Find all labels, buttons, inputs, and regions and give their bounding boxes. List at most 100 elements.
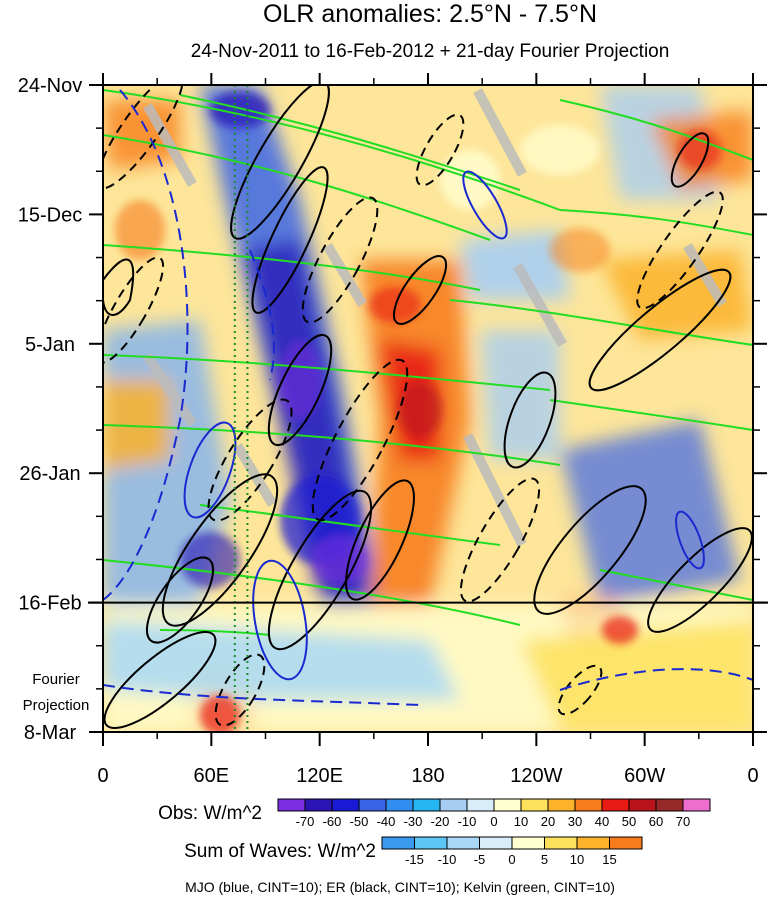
mjo-contour-2	[183, 421, 237, 519]
obs-colorbar-swatch-11	[574, 798, 603, 812]
kelvin-contour-11	[559, 209, 753, 236]
er-contour-9	[503, 371, 557, 469]
obs-colorbar-level-0: -70	[296, 814, 315, 829]
er-dashed-1	[103, 85, 184, 190]
obs-colorbar-swatch-6	[439, 798, 468, 812]
streak-4	[143, 103, 197, 187]
waves-colorbar-level-3: 0	[508, 852, 515, 867]
er-dashed-4	[207, 398, 293, 522]
positive-band-6	[600, 250, 753, 340]
obs-colorbar-swatch-7	[466, 798, 495, 812]
waves-colorbar-level-2: -5	[474, 852, 486, 867]
projection-positive-1	[520, 620, 753, 732]
er-contours	[103, 85, 753, 730]
obs-colorbar-swatch-15	[682, 798, 711, 812]
er-contour-1	[230, 85, 330, 240]
mjo-contour-1	[462, 170, 508, 240]
obs-colorbar-swatch-0	[277, 798, 306, 812]
y-tick-label-4: 16-Feb	[18, 593, 81, 615]
er-dashed-9	[557, 664, 603, 716]
obs-colorbar-level-2: -50	[350, 814, 369, 829]
obs-colorbar-swatch-12	[601, 798, 630, 812]
plot-area	[103, 85, 753, 732]
kelvin-contour-10	[559, 99, 753, 161]
negative-band-5	[560, 420, 740, 605]
mjo-contour-4	[252, 559, 308, 681]
er-dashed-6	[459, 477, 541, 603]
x-tick-label-4: 120W	[510, 765, 562, 787]
obs-colorbar-level-5: -20	[431, 814, 450, 829]
er-contour-15	[145, 556, 215, 644]
blob-13	[520, 125, 600, 175]
waves-colorbar-level-0: -15	[405, 852, 424, 867]
chart-title: OLR anomalies: 2.5°N - 7.5°N	[263, 0, 597, 28]
waves-colorbar-swatch-7	[609, 836, 643, 850]
y-tick-label-1: 15-Dec	[18, 204, 82, 226]
waves-colorbar: -15 -10 -5 0 5 10 15	[381, 836, 643, 867]
projection-label-line1: Fourier	[32, 671, 80, 688]
mjo-contours	[183, 170, 705, 681]
negative-band-4	[460, 230, 570, 300]
x-tick-label-1: 60E	[194, 765, 230, 787]
kelvin-contour-3	[179, 94, 521, 191]
blob-1	[210, 92, 270, 128]
obs-colorbar-swatch-1	[304, 798, 333, 812]
y-tick-label-2: 5-Jan	[25, 334, 75, 356]
obs-colorbar-swatch-3	[358, 798, 387, 812]
er-dashed-10	[214, 653, 266, 727]
obs-colorbar-swatch-14	[655, 798, 684, 812]
er-contour-14	[103, 258, 135, 316]
blob-12	[115, 200, 165, 260]
contour-legend: MJO (blue, CINT=10); ER (black, CINT=10)…	[185, 879, 615, 895]
projection-label-line2: Projection	[23, 697, 90, 714]
obs-colorbar-level-14: 70	[676, 814, 690, 829]
kelvin-contours	[103, 89, 753, 636]
obs-colorbar-swatch-4	[385, 798, 414, 812]
x-tick-label-0: 0	[97, 765, 108, 787]
waves-colorbar-label: Sum of Waves: W/m^2	[184, 841, 376, 862]
obs-colorbar: -70 -60 -50 -40 -30 -20 -10 0 10 20 30 40 50 60 70	[277, 798, 711, 829]
waves-colorbar-level-4: 5	[541, 852, 548, 867]
kelvin-contour-7	[199, 504, 501, 546]
obs-colorbar-level-4: -30	[404, 814, 423, 829]
y-axis: 24-Nov 15-Dec 5-Jan 26-Jan 16-Feb 8-Mar	[18, 75, 767, 744]
obs-colorbar-level-12: 50	[622, 814, 636, 829]
obs-colorbar-swatch-5	[412, 798, 441, 812]
y-tick-label-5: 8-Mar	[24, 722, 77, 744]
er-dashed-5	[636, 190, 724, 310]
mjo-dashed-4	[249, 249, 275, 381]
er-contour-11	[103, 630, 217, 730]
positive-band-3	[103, 100, 180, 170]
x-tick-label-3: 180	[411, 765, 444, 787]
obs-colorbar-swatch-2	[331, 798, 360, 812]
x-tick-label-6: 0	[747, 765, 758, 787]
streak-5	[143, 353, 197, 427]
waves-colorbar-level-1: -10	[438, 852, 457, 867]
er-dashed-7	[103, 256, 165, 364]
kelvin-contour-4	[103, 244, 481, 291]
missing-data-streaks	[143, 88, 727, 547]
mjo-dashed-1	[103, 89, 189, 601]
streak-1	[473, 88, 527, 177]
blob-3	[312, 535, 368, 585]
blob-10	[602, 616, 638, 644]
x-axis: 0 60E 120E 180 120W 60W 0	[97, 73, 759, 787]
obs-colorbar-level-1: -60	[323, 814, 342, 829]
x-tick-label-5: 60W	[624, 765, 665, 787]
obs-colorbar-swatch-13	[628, 798, 657, 812]
er-contour-13	[392, 255, 448, 325]
kelvin-contour-8	[103, 559, 521, 626]
y-tick-label-3: 26-Jan	[19, 463, 80, 485]
obs-colorbar-level-11: 40	[595, 814, 609, 829]
mjo-dashed-3	[559, 668, 753, 691]
waves-colorbar-swatch-6	[576, 836, 610, 850]
waves-colorbar-swatch-4	[511, 836, 545, 850]
er-contour-10	[647, 527, 753, 633]
kelvin-contour-9	[449, 299, 753, 346]
er-contour-2	[251, 166, 329, 314]
er-dashed-2	[301, 196, 379, 324]
blob-8	[550, 228, 610, 272]
er-contour-8	[533, 485, 647, 615]
obs-colorbar-level-10: 30	[568, 814, 582, 829]
